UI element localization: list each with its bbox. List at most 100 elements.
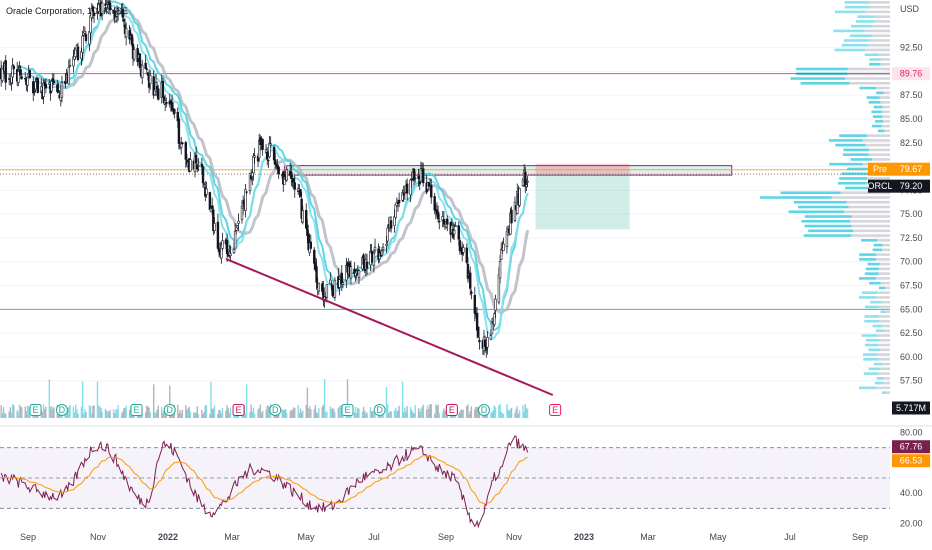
volume-bar (52, 408, 54, 418)
volume-bar (326, 411, 328, 418)
volume-profile-bar (864, 305, 879, 309)
earnings-marker-shape (130, 404, 143, 416)
time-tick-label: 2022 (158, 532, 178, 542)
volume-bar (346, 379, 349, 418)
volume-bar (45, 406, 47, 418)
volume-bar (66, 407, 69, 418)
volume-bar (24, 406, 26, 418)
volume-bar (163, 410, 165, 418)
volume-profile-bar (868, 367, 881, 371)
candle-body (67, 67, 71, 85)
price-tag-box (892, 162, 930, 176)
volume-profile-bar (849, 34, 872, 37)
candle-body (418, 181, 421, 185)
candle-body (32, 81, 35, 94)
volume-profile-bar (847, 167, 871, 171)
volume-bar (357, 407, 359, 418)
candle-body (458, 240, 462, 252)
volume-profile-bar (760, 196, 832, 199)
volume-bar (116, 409, 118, 418)
volume-bar (389, 411, 391, 418)
candle-body (365, 261, 369, 269)
volume-bar (526, 408, 529, 418)
volume-bar (316, 413, 319, 418)
candle-body (285, 169, 288, 181)
volume-bar (210, 382, 212, 418)
volume-profile-bar (844, 5, 870, 9)
volume-profile-bar (837, 181, 867, 185)
volume-bar (353, 412, 356, 418)
volume-bar (267, 405, 270, 418)
candle-body (510, 209, 513, 224)
volume-profile-bar (800, 81, 850, 85)
volume-bar (187, 407, 189, 418)
volume-bar (228, 412, 231, 418)
volume-profile-bar (833, 29, 865, 33)
volume-bar (323, 379, 326, 418)
volume-profile-bar (861, 334, 878, 337)
volume-profile-bar (851, 24, 873, 28)
volume-bar (72, 406, 75, 418)
volume-bar (366, 412, 368, 418)
volume-bar (188, 406, 190, 418)
volume-bar (229, 407, 232, 418)
volume-bar (77, 413, 79, 418)
price-tag-value: 89.76 (900, 69, 923, 79)
volume-bar (226, 405, 228, 418)
fast-ribbon-upper (18, 0, 529, 331)
candle-body (268, 142, 271, 157)
candle-body (315, 266, 318, 283)
price-tick-label: 70.00 (900, 257, 923, 267)
volume-profile-bar (881, 300, 890, 304)
volume-bar (417, 408, 420, 418)
volume-profile-bar (845, 77, 890, 80)
volume-bar (385, 387, 388, 418)
candle-body (114, 16, 118, 22)
volume-profile-bar (853, 229, 890, 233)
volume-bar (91, 413, 93, 418)
volume-bar (186, 409, 188, 418)
volume-bar (315, 412, 318, 418)
volume-bar (484, 413, 486, 418)
volume-bar (113, 413, 116, 418)
volume-bar (73, 412, 76, 418)
price-tag: Pre 79.67 (868, 162, 930, 176)
candle-body (409, 179, 412, 196)
candle-body (177, 118, 181, 144)
volume-profile-bar (867, 262, 880, 266)
volume-bar (117, 405, 119, 418)
volume-bar (217, 413, 219, 418)
candle-body (292, 178, 295, 183)
price-tag: 5.717M (892, 401, 930, 415)
candle-body (524, 171, 527, 187)
volume-bar (104, 408, 107, 418)
volume-bar (178, 413, 180, 418)
volume-profile-bar (868, 153, 890, 156)
volume-bar (325, 411, 327, 418)
volume-bar (314, 404, 317, 418)
volume-bar (162, 412, 164, 418)
candle-body (12, 65, 15, 70)
volume-bar (286, 412, 288, 418)
volume-bar (339, 405, 342, 418)
volume-bar (5, 413, 7, 418)
candle-body (20, 76, 23, 79)
candle-body (301, 210, 304, 223)
volume-bar (308, 406, 311, 418)
volume-profile-bar (876, 91, 884, 95)
volume-bar (203, 412, 205, 418)
candle-body (490, 321, 494, 335)
volume-bar (318, 408, 320, 418)
volume-bar (50, 406, 53, 418)
chart-title: Oracle Corporation, 1D, NYSE (6, 6, 128, 16)
volume-bar (25, 411, 28, 418)
earnings-marker-shape (445, 404, 458, 416)
volume-bar (282, 409, 284, 418)
volume-bar (294, 407, 296, 418)
candle-body (237, 220, 240, 224)
candle-body (313, 249, 316, 264)
volume-bar (524, 404, 526, 418)
volume-profile-bar (834, 10, 866, 14)
